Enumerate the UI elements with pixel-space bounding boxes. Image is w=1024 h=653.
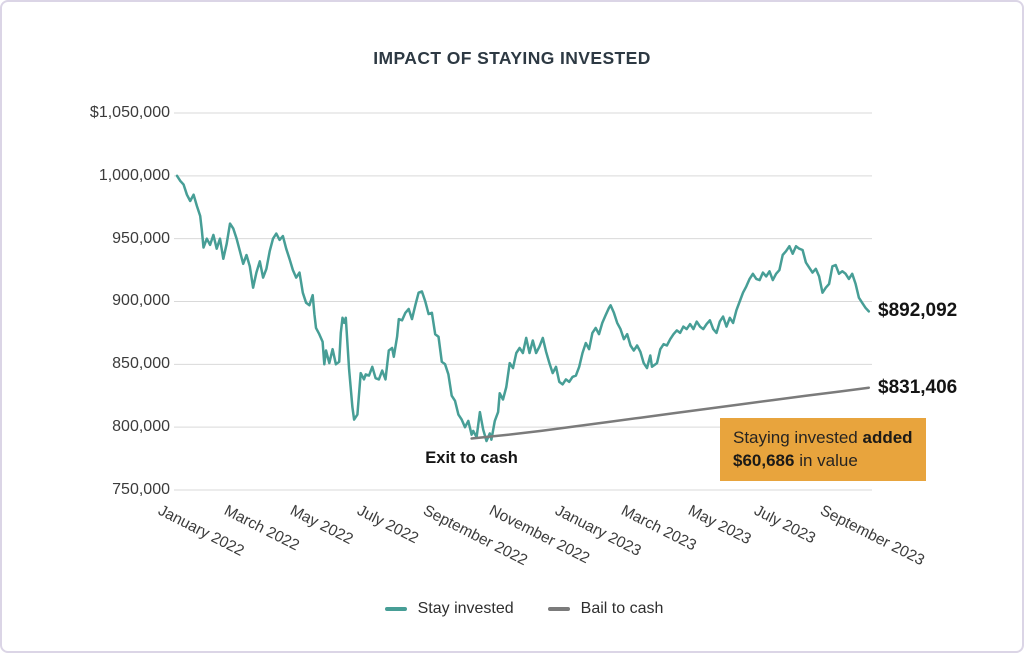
legend-swatch <box>547 607 570 611</box>
callout-text-bold-1: added <box>862 428 913 447</box>
y-axis-tick-label: 800,000 <box>112 418 170 436</box>
exit-to-cash-label: Exit to cash <box>425 449 518 468</box>
value-added-callout: Staying invested added $60,686 in value <box>720 418 926 481</box>
callout-text-regular-1: Staying invested <box>733 428 858 447</box>
callout-text-bold-2: $60,686 <box>733 451 795 470</box>
callout-text-regular-2: in value <box>799 451 858 470</box>
bail-to-cash-line <box>470 386 871 440</box>
bail-to-cash-end-value: $831,406 <box>878 376 958 398</box>
legend-item-stay-invested: Stay invested <box>384 600 514 618</box>
y-axis-tick-label: 950,000 <box>112 229 170 247</box>
stay-invested-line <box>175 174 871 443</box>
chart-legend: Stay invested Bail to cash <box>2 600 1022 618</box>
legend-swatch <box>384 607 407 611</box>
chart-title: IMPACT OF STAYING INVESTED <box>373 48 651 68</box>
legend-label: Bail to cash <box>580 600 664 617</box>
y-axis-tick-label: 900,000 <box>112 292 170 310</box>
y-axis-tick-label: 1,000,000 <box>98 166 170 184</box>
y-axis-tick-label: 750,000 <box>112 481 170 498</box>
legend-label: Stay invested <box>417 600 514 617</box>
y-axis-tick-label: $1,050,000 <box>89 103 170 121</box>
y-axis-tick-label: 850,000 <box>112 355 170 373</box>
stay-invested-end-value: $892,092 <box>878 300 958 322</box>
legend-item-bail-to-cash: Bail to cash <box>547 600 664 618</box>
